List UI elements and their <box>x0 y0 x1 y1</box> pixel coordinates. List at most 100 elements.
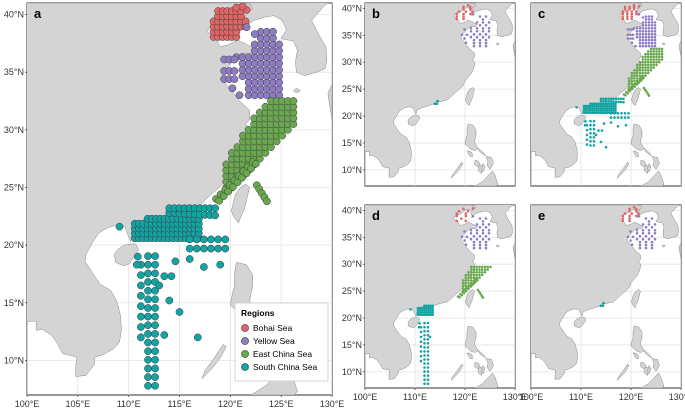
site-marker-yellow <box>228 84 237 93</box>
landmass <box>485 156 494 170</box>
site-marker-south <box>597 107 600 110</box>
site-marker-yellow <box>484 38 488 42</box>
site-marker-yellow <box>629 37 632 40</box>
site-marker-yellow <box>478 240 482 244</box>
site-marker-bohai <box>635 10 638 13</box>
site-marker-south <box>597 129 600 132</box>
site-marker-south <box>423 329 426 333</box>
map-panel-a: a 100°E 105°E 110°E 115°E 120°E 125°E 130°E 10… <box>4 2 344 409</box>
site-marker-south <box>137 271 145 279</box>
site-marker-south <box>409 308 412 311</box>
site-marker-yellow <box>463 230 466 233</box>
site-marker-bohai <box>460 217 463 220</box>
site-marker-south <box>431 306 435 310</box>
site-marker-east <box>472 268 476 271</box>
site-marker-bohai <box>628 217 631 220</box>
site-marker-east <box>644 71 647 75</box>
site-marker-south <box>144 260 152 269</box>
site-marker-south <box>624 123 628 127</box>
site-marker-south <box>137 281 145 290</box>
site-marker-east <box>644 66 647 69</box>
site-marker-yellow <box>650 27 654 30</box>
site-marker-south <box>597 104 600 108</box>
landmass <box>640 372 665 388</box>
landmass <box>643 164 649 175</box>
site-marker-yellow <box>469 30 473 33</box>
site-marker-yellow <box>475 229 479 232</box>
site-marker-bohai <box>632 3 636 7</box>
site-marker-south <box>423 366 426 369</box>
site-marker-east <box>646 58 650 61</box>
site-marker-east <box>635 71 639 75</box>
site-marker-yellow <box>475 30 479 33</box>
site-marker-south <box>610 102 613 106</box>
site-marker-south <box>429 306 432 310</box>
site-marker-south <box>426 334 430 337</box>
site-marker-south <box>419 335 423 339</box>
site-marker-south <box>429 313 432 317</box>
site-marker-yellow <box>644 246 648 250</box>
landmass <box>512 41 515 57</box>
site-marker-east <box>486 268 490 271</box>
panel-a-letter: a <box>34 6 42 21</box>
site-marker-bohai <box>630 15 634 18</box>
site-marker-yellow <box>469 232 473 235</box>
site-marker-east <box>641 55 644 59</box>
site-marker-south <box>426 346 430 349</box>
site-marker-south <box>584 104 588 108</box>
site-marker-south <box>423 311 426 314</box>
site-marker-south <box>612 109 615 112</box>
site-marker-yellow <box>641 30 645 33</box>
landmass <box>495 244 501 248</box>
site-marker-east <box>626 91 630 95</box>
site-marker-yellow <box>641 16 645 19</box>
site-marker-east <box>649 69 653 72</box>
site-marker-yellow <box>653 232 657 235</box>
site-marker-east <box>467 287 470 291</box>
site-marker-bohai <box>628 207 631 211</box>
site-marker-east <box>638 63 642 67</box>
y-tick-label: 35°N <box>4 67 24 77</box>
landmass <box>632 150 639 158</box>
landmass <box>464 325 487 359</box>
site-marker-east <box>469 265 473 269</box>
site-marker-bohai <box>635 207 638 211</box>
site-marker-south <box>416 309 420 312</box>
site-marker-south <box>144 304 152 312</box>
site-marker-south <box>595 107 598 110</box>
site-marker-east <box>647 94 651 97</box>
site-marker-yellow <box>481 223 485 226</box>
site-marker-bohai <box>623 7 627 11</box>
panel-e-land <box>531 205 681 388</box>
site-marker-bohai <box>626 15 629 18</box>
site-marker-east <box>475 268 479 271</box>
site-marker-bohai <box>630 212 634 215</box>
y-tick-label: 10°N <box>4 355 24 365</box>
site-marker-south <box>423 378 426 382</box>
y-tick-label: 30°N <box>342 57 362 67</box>
site-marker-yellow <box>650 240 654 244</box>
landmass <box>450 161 464 179</box>
site-marker-bohai <box>466 209 470 213</box>
site-marker-south <box>599 107 603 110</box>
site-marker-bohai <box>628 7 631 11</box>
site-marker-yellow <box>475 27 479 30</box>
legend-swatch-bohai <box>241 324 249 332</box>
site-marker-yellow <box>635 32 639 36</box>
site-marker-south <box>595 111 598 115</box>
site-marker-south <box>612 102 615 106</box>
site-marker-east <box>631 87 634 91</box>
site-marker-yellow <box>634 44 637 48</box>
site-marker-yellow <box>641 41 645 45</box>
site-marker-yellow <box>653 32 657 36</box>
site-marker-east <box>655 63 658 67</box>
site-marker-yellow <box>630 243 634 247</box>
site-marker-south <box>607 102 611 106</box>
site-marker-south <box>604 145 608 149</box>
site-marker-yellow <box>647 38 651 42</box>
site-marker-east <box>652 66 655 69</box>
site-marker-east <box>469 279 473 282</box>
site-marker-south <box>420 311 424 314</box>
landmass <box>630 325 653 359</box>
site-marker-yellow <box>650 246 654 250</box>
